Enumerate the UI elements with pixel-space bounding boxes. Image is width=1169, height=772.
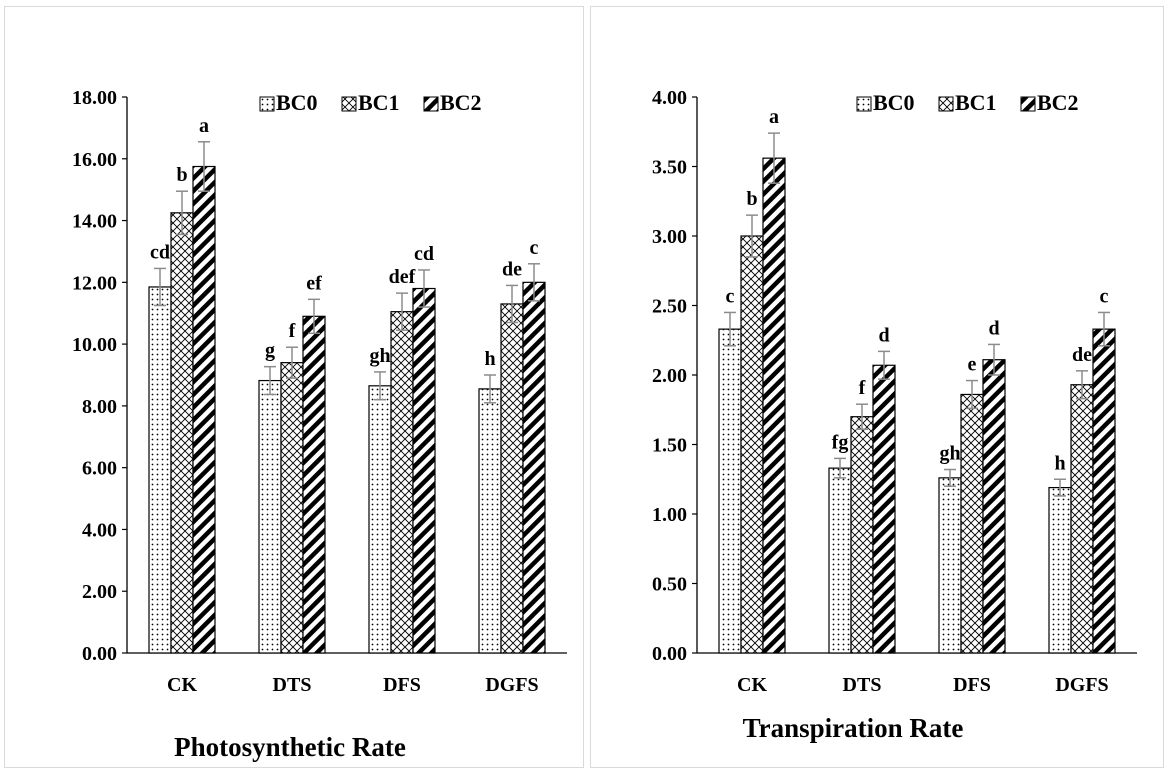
- legend-label-bc1: BC1: [358, 90, 400, 115]
- category-label-dfs: DFS: [383, 674, 421, 696]
- significance-label: cd: [150, 241, 170, 263]
- significance-label: f: [289, 320, 296, 342]
- bar-bc2-dgfs: [1092, 328, 1116, 654]
- bar-bc1-dts: [850, 416, 874, 654]
- y-tick-label: 0.00: [652, 643, 687, 665]
- bar-bc1-dfs: [390, 311, 414, 654]
- y-tick-label: 2.00: [82, 581, 117, 603]
- legend-swatch-bc2: [423, 96, 439, 112]
- bar-bc0-dfs: [368, 385, 392, 654]
- bar-bc1-dfs: [960, 393, 984, 654]
- bar-bc0-ck: [148, 286, 172, 654]
- significance-label: gh: [939, 443, 960, 465]
- bar-bc2-dts: [872, 364, 896, 654]
- category-label-dgfs: DGFS: [485, 674, 538, 696]
- category-label-dgfs: DGFS: [1055, 674, 1108, 696]
- y-tick-label: 4.00: [652, 87, 687, 109]
- significance-label: gh: [369, 345, 390, 367]
- legend-swatch-bc1: [341, 96, 357, 112]
- bar-bc2-ck: [192, 165, 216, 654]
- y-tick-label: 8.00: [82, 396, 117, 418]
- y-tick-label: 6.00: [82, 458, 117, 480]
- bar-bc1-dgfs: [500, 303, 524, 654]
- legend-swatch-bc1: [938, 96, 954, 112]
- category-label-dfs: DFS: [953, 674, 991, 696]
- y-tick-label: 3.00: [652, 226, 687, 248]
- significance-label: cd: [414, 243, 434, 265]
- legend-swatch-bc2: [1020, 96, 1036, 112]
- legend-label-bc1: BC1: [955, 90, 997, 115]
- bar-bc0-dts: [828, 467, 852, 654]
- bar-bc0-ck: [718, 328, 742, 654]
- significance-label: ef: [306, 272, 322, 294]
- legend-label-bc0: BC0: [276, 90, 318, 115]
- significance-label: c: [1100, 285, 1109, 307]
- y-tick-label: 10.00: [72, 334, 117, 356]
- chart-svg: 0.00 2.00 4.00 6.00 8.00 10.00 12.00 14.00 16.00…: [72, 87, 567, 762]
- significance-label: a: [199, 115, 209, 137]
- bar-bc2-ck: [762, 157, 786, 654]
- photosynthetic-rate-chart-panel: 0.00 2.00 4.00 6.00 8.00 10.00 12.00 14.00 16.00…: [4, 6, 584, 768]
- bar-bc2-dts: [302, 315, 326, 654]
- legend-swatch-bc0: [856, 96, 872, 112]
- significance-label: a: [769, 106, 779, 128]
- category-label-dts: DTS: [843, 674, 882, 696]
- y-tick-label: 1.00: [652, 504, 687, 526]
- significance-label: d: [878, 324, 889, 346]
- significance-label: d: [988, 317, 999, 339]
- y-tick-label: 0.50: [652, 574, 687, 596]
- y-tick-label: 12.00: [72, 272, 117, 294]
- y-tick-label: 14.00: [72, 211, 117, 233]
- bar-bc2-dgfs: [522, 281, 546, 654]
- category-label-dts: DTS: [273, 674, 312, 696]
- bar-bc2-dfs: [412, 287, 436, 654]
- bar-bc0-dgfs: [1048, 486, 1072, 654]
- bar-bc1-dgfs: [1070, 384, 1094, 654]
- significance-label: f: [859, 377, 866, 399]
- significance-label: de: [1072, 344, 1092, 366]
- significance-label: c: [726, 285, 735, 307]
- y-tick-label: 4.00: [82, 519, 117, 541]
- category-label-ck: CK: [167, 674, 197, 696]
- significance-label: def: [389, 266, 416, 288]
- bar-bc2-dfs: [982, 359, 1006, 654]
- legend-swatch-bc0: [259, 96, 275, 112]
- legend-label-bc0: BC0: [873, 90, 915, 115]
- bar-bc1-dts: [280, 362, 304, 654]
- significance-label: de: [502, 258, 522, 280]
- y-tick-label: 1.50: [652, 435, 687, 457]
- y-tick-label: 18.00: [72, 87, 117, 109]
- significance-label: e: [968, 354, 977, 376]
- transpiration-rate-chart-panel: 0.00 0.50 1.00 1.50 2.00 2.50 3.00 3.50 4.00 c b a C…: [590, 6, 1164, 768]
- x-axis-title: Transpiration Rate: [743, 713, 964, 743]
- y-tick-label: 2.50: [652, 296, 687, 318]
- significance-label: h: [1054, 452, 1065, 474]
- y-tick-label: 2.00: [652, 365, 687, 387]
- bar-bc1-ck: [170, 212, 194, 654]
- bar-bc1-ck: [740, 235, 764, 654]
- bar-bc0-dts: [258, 379, 282, 654]
- significance-label: g: [265, 340, 275, 362]
- bar-bc0-dfs: [938, 477, 962, 654]
- significance-label: h: [484, 348, 495, 370]
- bar-bc0-dgfs: [478, 388, 502, 654]
- significance-label: fg: [832, 431, 849, 453]
- y-tick-label: 16.00: [72, 149, 117, 171]
- legend-label-bc2: BC2: [440, 90, 482, 115]
- legend-label-bc2: BC2: [1037, 90, 1079, 115]
- category-label-ck: CK: [737, 674, 767, 696]
- significance-label: b: [176, 164, 187, 186]
- significance-label: c: [530, 237, 539, 259]
- y-tick-label: 0.00: [82, 643, 117, 665]
- significance-label: b: [746, 188, 757, 210]
- chart-svg: 0.00 0.50 1.00 1.50 2.00 2.50 3.00 3.50 4.00 c b a C…: [652, 87, 1137, 743]
- y-tick-label: 3.50: [652, 157, 687, 179]
- x-axis-title: Photosynthetic Rate: [174, 732, 406, 762]
